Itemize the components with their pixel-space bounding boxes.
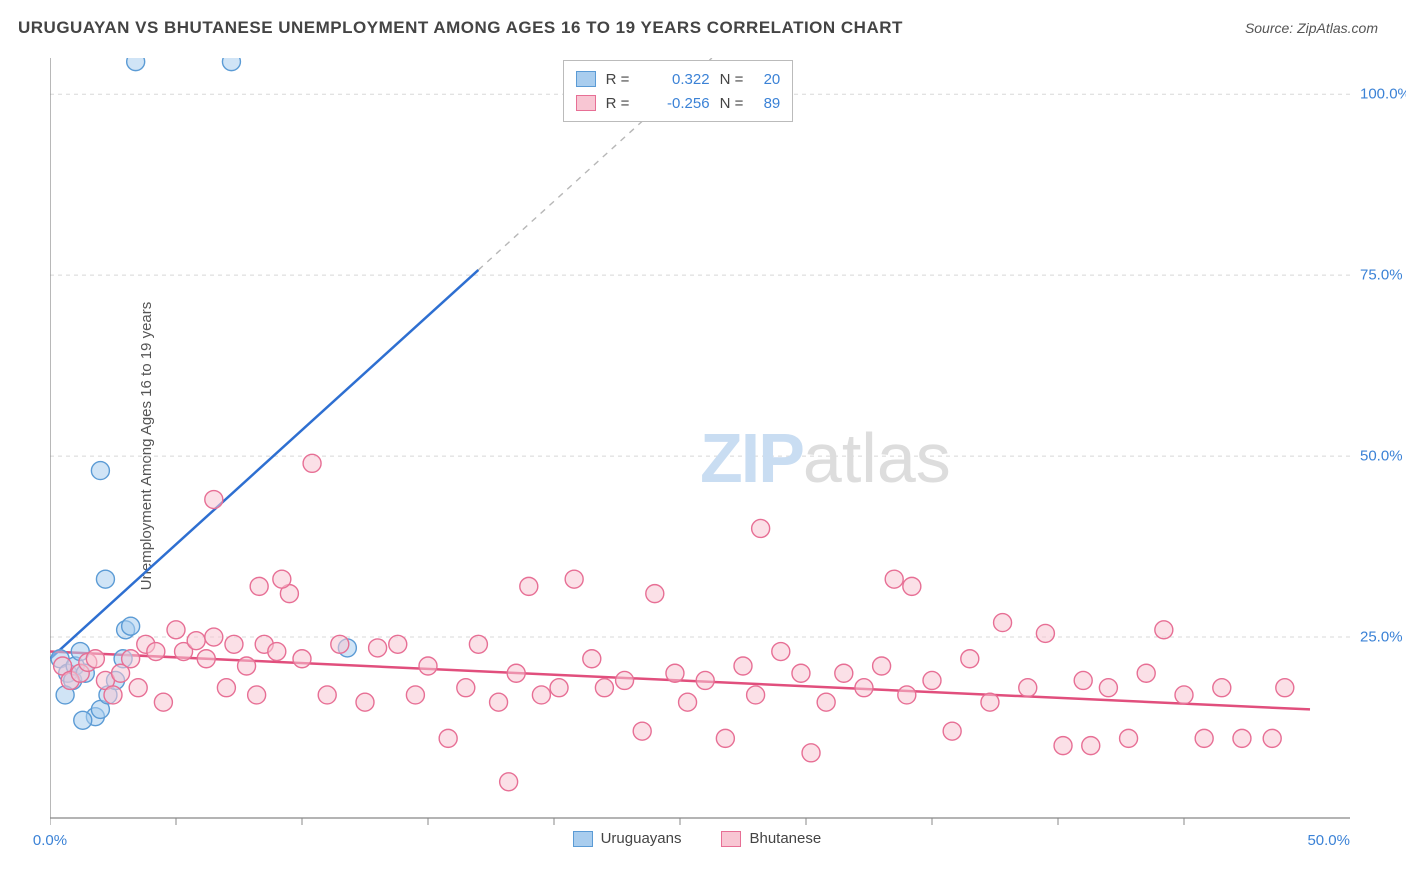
legend-swatch — [573, 831, 593, 847]
legend-n-label: N = — [720, 95, 754, 112]
legend-n-label: N = — [720, 71, 754, 88]
x-tick-label: 0.0% — [33, 832, 67, 849]
chart-svg — [50, 58, 1350, 848]
legend-series-name: Bhutanese — [749, 830, 821, 847]
y-tick-label: 50.0% — [1360, 448, 1403, 465]
correlation-legend: R = 0.322 N = 20 R = -0.256 N = 89 — [563, 60, 794, 122]
source-attribution: Source: ZipAtlas.com — [1245, 20, 1378, 36]
legend-row: R = 0.322 N = 20 — [576, 67, 781, 91]
y-tick-label: 75.0% — [1360, 267, 1403, 284]
legend-n-value: 20 — [764, 71, 781, 88]
legend-r-value: -0.256 — [650, 95, 710, 112]
legend-r-value: 0.322 — [650, 71, 710, 88]
legend-swatch — [576, 71, 596, 87]
x-tick-label: 50.0% — [1307, 832, 1350, 849]
legend-swatch — [576, 95, 596, 111]
legend-swatch — [721, 831, 741, 847]
legend-row: R = -0.256 N = 89 — [576, 91, 781, 115]
legend-item: Bhutanese — [721, 830, 821, 847]
y-tick-label: 25.0% — [1360, 629, 1403, 646]
y-tick-label: 100.0% — [1360, 86, 1406, 103]
legend-n-value: 89 — [764, 95, 781, 112]
legend-r-label: R = — [606, 71, 640, 88]
chart-title: URUGUAYAN VS BHUTANESE UNEMPLOYMENT AMON… — [18, 18, 903, 38]
legend-series-name: Uruguayans — [601, 830, 682, 847]
legend-r-label: R = — [606, 95, 640, 112]
scatter-chart: ZIPatlas R =0.322N =20R =-0.256N =89 Uru… — [50, 58, 1350, 848]
series-legend: Uruguayans Bhutanese — [573, 830, 822, 847]
legend-item: Uruguayans — [573, 830, 682, 847]
